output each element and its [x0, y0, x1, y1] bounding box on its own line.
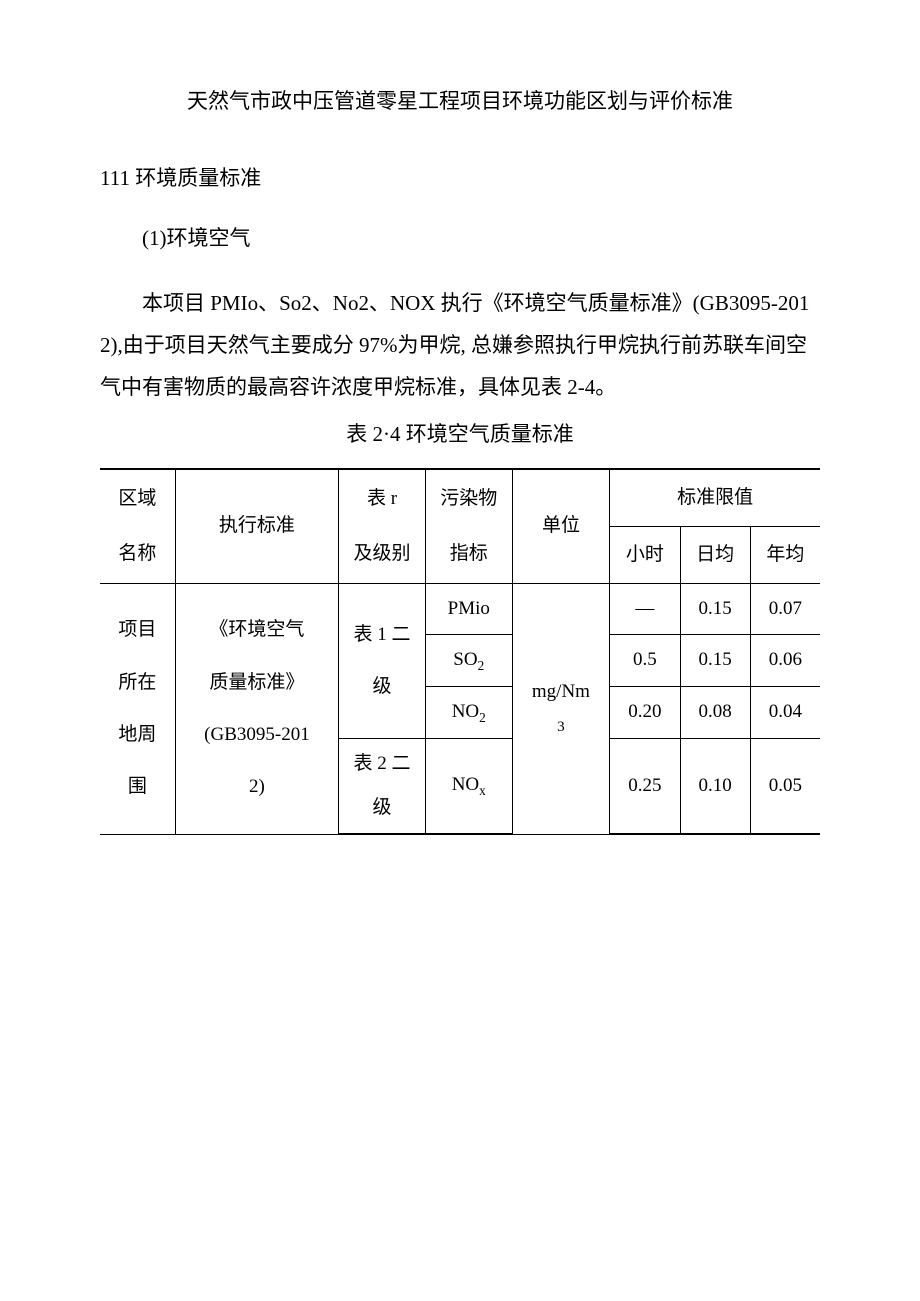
unit-sup: 3: [557, 718, 565, 735]
header-level: 表 r 及级别: [339, 469, 426, 584]
header-region: 区域 名称: [100, 469, 175, 584]
region-l4: 围: [104, 770, 171, 804]
level2-l2: 级: [343, 791, 421, 825]
cell-hour-1: 0.5: [610, 635, 680, 687]
cell-hour-0: —: [610, 584, 680, 635]
header-region-l1: 区域: [104, 482, 171, 516]
level2-l1: 表 2 二: [343, 747, 421, 781]
header-daily: 日均: [680, 527, 750, 584]
header-limit-group: 标准限值: [610, 469, 820, 527]
cell-level-2: 表 2 二 级: [339, 738, 426, 834]
header-level-l1: 表 r: [343, 482, 421, 516]
cell-standard: 《环境空气 质量标准》 (GB3095-201 2): [175, 584, 339, 835]
cell-daily-1: 0.15: [680, 635, 750, 687]
document-title: 天然气市政中压管道零星工程项目环境功能区划与评价标准: [100, 80, 820, 122]
header-annual: 年均: [750, 527, 820, 584]
cell-hour-2: 0.20: [610, 686, 680, 738]
table-header-row-1: 区域 名称 执行标准 表 r 及级别 污染物 指标 单位 标准限值: [100, 469, 820, 527]
cell-annual-2: 0.04: [750, 686, 820, 738]
std-l4: 2): [180, 770, 335, 804]
std-l2: 质量标准》: [180, 666, 335, 700]
header-pollutant-l2: 指标: [430, 537, 508, 571]
region-l2: 所在: [104, 666, 171, 700]
air-quality-table: 区域 名称 执行标准 表 r 及级别 污染物 指标 单位 标准限值 小时 日均 …: [100, 468, 820, 835]
cell-daily-2: 0.08: [680, 686, 750, 738]
cell-region: 项目 所在 地周 围: [100, 584, 175, 835]
header-level-l2: 及级别: [343, 537, 421, 571]
table-caption: 表 2·4 环境空气质量标准: [100, 418, 820, 448]
cell-hour-3: 0.25: [610, 738, 680, 834]
cell-pollutant-0: PMio: [425, 584, 512, 635]
level1-l2: 级: [343, 670, 421, 704]
region-l3: 地周: [104, 718, 171, 752]
section-heading: 111 环境质量标准: [100, 162, 820, 192]
cell-annual-0: 0.07: [750, 584, 820, 635]
header-hour: 小时: [610, 527, 680, 584]
cell-daily-3: 0.10: [680, 738, 750, 834]
region-l1: 项目: [104, 613, 171, 647]
subsection-heading: (1)环境空气: [100, 222, 820, 252]
header-unit: 单位: [512, 469, 610, 584]
header-region-l2: 名称: [104, 537, 171, 571]
cell-pollutant-2: NO2: [425, 686, 512, 738]
cell-annual-3: 0.05: [750, 738, 820, 834]
header-pollutant-l1: 污染物: [430, 482, 508, 516]
header-pollutant: 污染物 指标: [425, 469, 512, 584]
level1-l1: 表 1 二: [343, 618, 421, 652]
table-row: 项目 所在 地周 围 《环境空气 质量标准》 (GB3095-201 2) 表 …: [100, 584, 820, 635]
cell-pollutant-1: SO2: [425, 635, 512, 687]
header-standard: 执行标准: [175, 469, 339, 584]
cell-level-1: 表 1 二 级: [339, 584, 426, 739]
cell-pollutant-3: NOx: [425, 738, 512, 834]
std-l3: (GB3095-201: [180, 718, 335, 752]
std-l1: 《环境空气: [180, 613, 335, 647]
body-paragraph: 本项目 PMIo、So2、No2、NOX 执行《环境空气质量标准》(GB3095…: [100, 282, 820, 408]
unit-base: mg/Nm: [532, 681, 590, 702]
cell-unit: mg/Nm 3: [512, 584, 610, 835]
cell-annual-1: 0.06: [750, 635, 820, 687]
cell-daily-0: 0.15: [680, 584, 750, 635]
